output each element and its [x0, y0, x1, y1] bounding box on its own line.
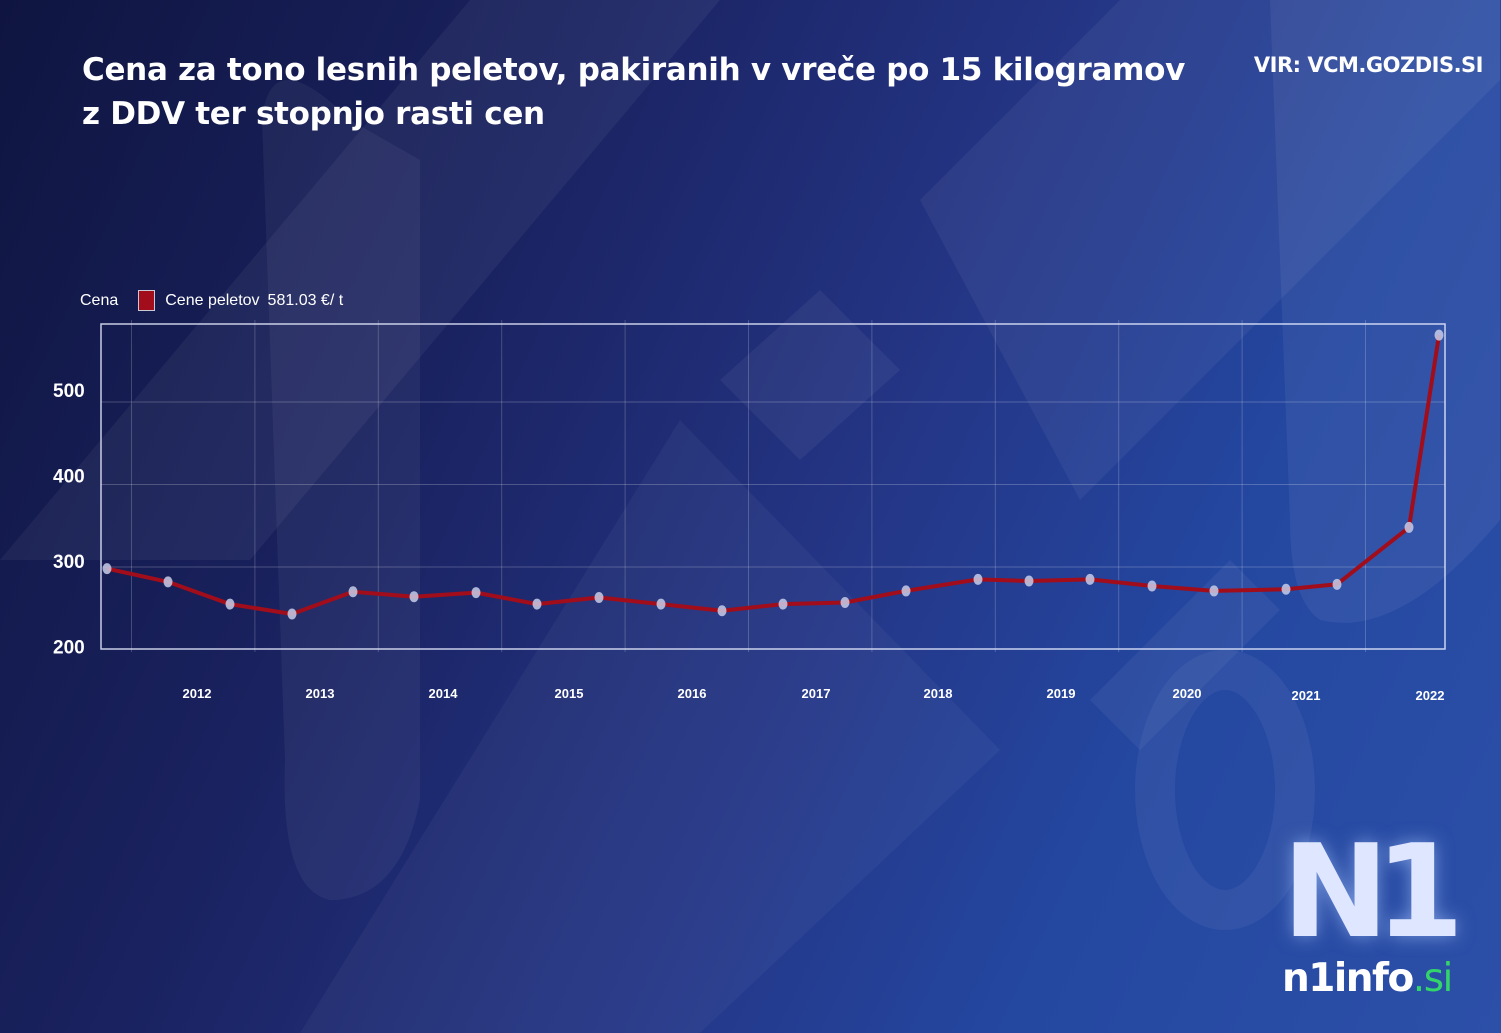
data-point-marker — [471, 587, 481, 599]
x-tick-label: 2016 — [678, 686, 707, 701]
data-point-marker — [1085, 573, 1095, 585]
chart-legend: Cena Cene peletov 581.03 €/ t — [80, 290, 343, 311]
x-tick-label: 2017 — [802, 686, 831, 701]
data-point-marker — [409, 591, 419, 603]
x-tick-label: 2012 — [183, 686, 212, 701]
plot-frame — [100, 323, 1446, 650]
logo-tld: .si — [1412, 956, 1454, 1001]
data-point-marker — [102, 563, 112, 575]
y-tick-label: 300 — [53, 552, 85, 573]
y-axis: 200 300 400 500 — [53, 381, 85, 659]
data-point-marker — [225, 598, 235, 610]
x-tick-label: 2022 — [1416, 688, 1445, 703]
y-axis-title: Cena — [80, 291, 119, 309]
data-point-marker — [973, 573, 983, 585]
data-point-marker — [532, 598, 542, 610]
n1info-logo: N1 n1info.si — [1282, 818, 1467, 1008]
data-point-marker — [1024, 575, 1034, 587]
logo-text: n1info — [1282, 956, 1414, 1001]
series-markers — [102, 329, 1444, 620]
data-point-marker — [1281, 583, 1291, 595]
chart-grid — [101, 320, 1445, 652]
data-point-marker — [287, 608, 297, 620]
source-label: VIR: VCM.GOZDIS.SI — [1253, 53, 1484, 77]
legend-series-label: Cene peletov — [165, 291, 260, 309]
y-tick-label: 500 — [53, 381, 85, 402]
x-tick-label: 2015 — [555, 686, 584, 701]
data-point-marker — [1332, 578, 1342, 590]
x-tick-label: 2021 — [1292, 688, 1321, 703]
data-point-marker — [1147, 580, 1157, 592]
data-point-marker — [163, 576, 173, 588]
logo-wordmark: n1info.si — [1282, 956, 1454, 1001]
data-point-marker — [1404, 521, 1414, 533]
y-tick-label: 200 — [53, 638, 85, 659]
y-tick-label: 400 — [53, 467, 85, 488]
x-tick-label: 2019 — [1047, 686, 1076, 701]
chart-title-line-2: z DDV ter stopnjo rasti cen — [82, 96, 545, 132]
data-point-marker — [348, 586, 358, 598]
data-point-marker — [717, 605, 727, 617]
data-point-marker — [656, 598, 666, 610]
chart-title-line-1: Cena za tono lesnih peletov, pakiranih v… — [82, 52, 1185, 88]
chart-title: Cena za tono lesnih peletov, pakiranih v… — [82, 48, 1232, 136]
legend-swatch — [138, 290, 156, 311]
data-point-marker — [1434, 329, 1444, 341]
x-axis: 2012 2013 2014 2015 2016 2017 2018 2019 2020 2021… — [183, 686, 1445, 703]
legend-series-value: 581.03 €/ t — [267, 291, 344, 309]
x-tick-label: 2018 — [924, 686, 953, 701]
data-point-marker — [901, 585, 911, 597]
data-point-marker — [1209, 585, 1219, 597]
data-point-marker — [594, 592, 604, 604]
x-tick-label: 2014 — [429, 686, 459, 701]
n1-logo-mark: N1 — [1282, 818, 1464, 967]
series-line-cene-peletov — [106, 334, 1441, 616]
x-tick-label: 2020 — [1173, 686, 1202, 701]
x-tick-label: 2013 — [306, 686, 335, 701]
data-point-marker — [840, 596, 850, 608]
data-point-marker — [778, 598, 788, 610]
